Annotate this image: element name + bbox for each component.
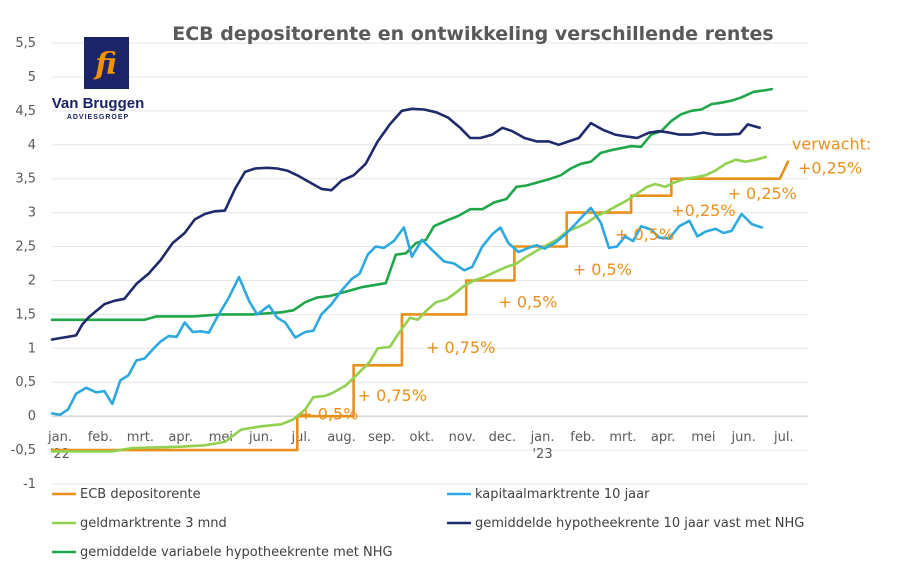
x-tick-label: feb.: [88, 430, 113, 445]
y-tick-label: 3: [28, 206, 36, 221]
y-tick-label: 1,5: [15, 307, 36, 322]
series-line-4: [50, 87, 774, 322]
y-tick-label: 2: [28, 273, 36, 288]
x-tick-label: mrt.: [127, 430, 154, 445]
logo: fi Van Bruggen ADVIESGROEP: [52, 37, 145, 121]
rate-annotation: +0,25%: [798, 158, 862, 177]
y-tick-label: 2,5: [15, 240, 36, 255]
x-tick-label: nov.: [449, 430, 476, 445]
x-tick-label: aug.: [327, 430, 356, 445]
series-line-0: [50, 160, 790, 452]
x-tick-label: jan.: [47, 430, 72, 445]
x-tick-label: jul.: [773, 430, 794, 445]
rate-annotation: + 0,5%: [498, 293, 557, 312]
y-tick-label: 4,5: [15, 104, 36, 119]
series-line-1: [50, 206, 764, 417]
logo-glyph: fi: [93, 47, 117, 82]
rate-annotation: + 0,75%: [426, 338, 495, 357]
rate-annotation: +0,25%: [671, 201, 735, 220]
annotations: + 0,5%+ 0,75%+ 0,75%+ 0,5%+ 0,5%+ 0,5%+0…: [299, 135, 871, 424]
x-tick-year: '23: [532, 447, 552, 462]
legend: ECB depositorente kapitaalmarktrente 10 j…: [52, 487, 804, 560]
legend-label: geldmarktrente 3 mnd: [80, 516, 227, 531]
logo-name: Van Bruggen: [52, 95, 145, 112]
y-axis: -1 -0,5 0 0,5 1 1,5 2 2,5 3 3,5 4 4,5 5 5,5: [11, 36, 36, 492]
y-tick-label: 5,5: [15, 36, 36, 51]
rate-annotation: + 0,5%: [573, 260, 632, 279]
x-tick-label: jun.: [730, 430, 755, 445]
y-tick-label: -1: [23, 477, 36, 492]
y-tick-label: 5: [28, 70, 36, 85]
x-tick-label: jul.: [290, 430, 311, 445]
x-tick-label: mrt.: [609, 430, 636, 445]
rate-annotation: + 0,5%: [299, 405, 358, 424]
logo-badge: [84, 37, 129, 89]
series-line-2: [50, 155, 768, 453]
rate-annotation: + 0,75%: [358, 386, 427, 405]
y-tick-label: 0,5: [15, 375, 36, 390]
legend-label: gemiddelde variabele hypotheekrente met …: [80, 545, 393, 560]
rate-annotation: + 0,25%: [728, 184, 797, 203]
series-lines: [50, 87, 790, 453]
legend-label: ECB depositorente: [80, 487, 201, 502]
x-tick-label: dec.: [489, 430, 517, 445]
y-tick-label: 3,5: [15, 172, 36, 187]
x-tick-label: mei: [691, 430, 715, 445]
logo-sub: ADVIESGROEP: [67, 114, 129, 121]
x-tick-label: apr.: [651, 430, 676, 445]
x-tick-label: feb.: [570, 430, 595, 445]
y-tick-label: 1: [28, 341, 36, 356]
x-tick-label: apr.: [168, 430, 193, 445]
y-tick-label: -0,5: [11, 443, 36, 458]
rate-annotation: verwacht:: [792, 135, 871, 154]
x-tick-label: okt.: [410, 430, 435, 445]
y-tick-label: 0: [28, 409, 36, 424]
series-line-3: [50, 107, 761, 341]
legend-label: gemiddelde hypotheekrente 10 jaar vast m…: [475, 516, 804, 531]
y-tick-label: 4: [28, 138, 36, 153]
legend-label: kapitaalmarktrente 10 jaar: [475, 487, 650, 502]
x-tick-label: jun.: [248, 430, 273, 445]
x-tick-label: jan.: [530, 430, 555, 445]
rate-annotation: + 0,5%: [615, 225, 674, 244]
chart-title: ECB depositorente en ontwikkeling versch…: [172, 23, 774, 45]
x-tick-label: sep.: [368, 430, 395, 445]
